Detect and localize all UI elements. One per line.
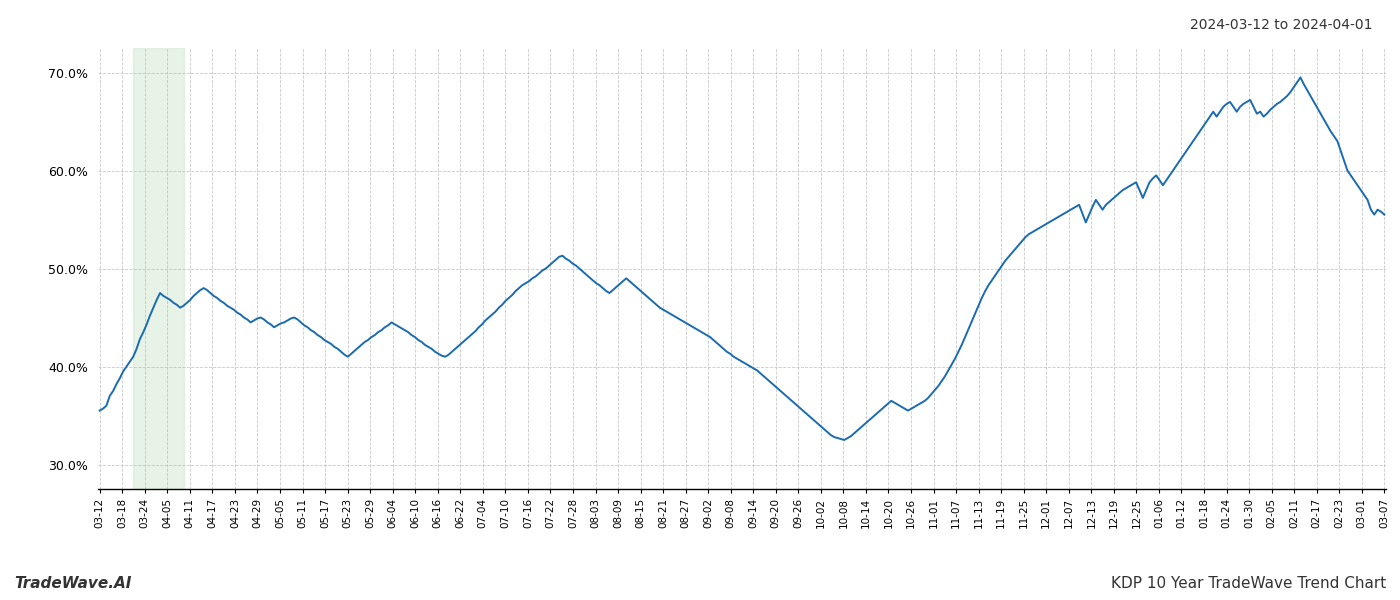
- Bar: [133, 48, 183, 489]
- Text: 2024-03-12 to 2024-04-01: 2024-03-12 to 2024-04-01: [1190, 18, 1372, 32]
- Text: TradeWave.AI: TradeWave.AI: [14, 576, 132, 591]
- Text: KDP 10 Year TradeWave Trend Chart: KDP 10 Year TradeWave Trend Chart: [1110, 576, 1386, 591]
